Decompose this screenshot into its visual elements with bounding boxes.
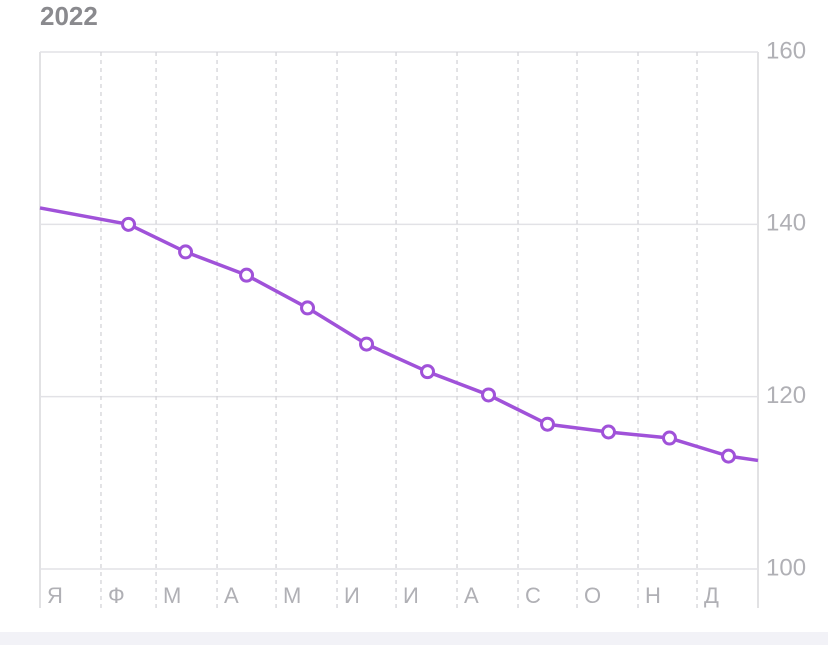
x-tick-label: М: [163, 583, 181, 608]
x-tick-label: А: [224, 583, 239, 608]
point: [720, 448, 736, 464]
x-tick-label: С: [525, 583, 541, 608]
footer-band: [0, 632, 828, 645]
chart-title: 2022: [40, 1, 98, 31]
x-tick-label: Ф: [108, 583, 125, 608]
point: [481, 387, 497, 403]
x-tick-label: И: [344, 583, 360, 608]
point: [420, 364, 436, 380]
line: [39, 206, 759, 463]
x-tick-label: О: [584, 583, 601, 608]
y-tick-label: 140: [766, 210, 806, 237]
x-tick-label: Я: [47, 583, 63, 608]
point: [239, 267, 255, 283]
y-tick-label: 160: [766, 37, 806, 64]
x-tick-label: А: [464, 583, 479, 608]
point: [178, 244, 194, 260]
point: [121, 216, 137, 232]
point: [540, 416, 556, 432]
point: [661, 430, 677, 446]
y-tick-label: 120: [766, 382, 806, 409]
x-tick-label: И: [403, 583, 419, 608]
x-tick-label: Н: [645, 583, 661, 608]
x-tick-label: Д: [704, 583, 719, 608]
y-tick-label: 100: [766, 554, 806, 581]
point: [359, 336, 375, 352]
point: [600, 424, 616, 440]
point: [300, 300, 316, 316]
x-tick-label: М: [283, 583, 301, 608]
